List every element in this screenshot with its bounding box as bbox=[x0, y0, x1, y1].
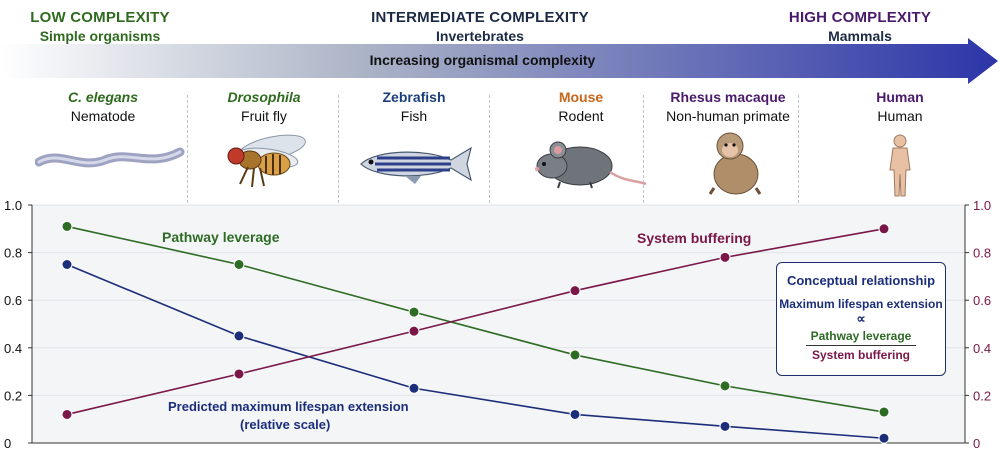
data-point-predicted-maximum-lifespan-extension bbox=[61, 259, 73, 270]
organism-human: Human Human bbox=[825, 88, 975, 126]
left-axis-ticks: 0 0.2 0.4 0.6 0.8 1.0 bbox=[4, 198, 32, 451]
column-separator bbox=[489, 95, 490, 203]
relationship-title: Conceptual relationship bbox=[786, 273, 936, 288]
left-tick-label: 0 bbox=[4, 436, 11, 451]
right-tick-label: 1.0 bbox=[973, 198, 991, 213]
organism-common-name: Fish bbox=[400, 107, 428, 124]
organism-common-name: Non-human primate bbox=[666, 107, 790, 124]
fish-icon bbox=[360, 146, 472, 184]
relationship-denominator: System buffering bbox=[811, 348, 910, 362]
left-tick-label: 0.8 bbox=[4, 246, 22, 261]
organism-common-name: Rodent bbox=[558, 107, 604, 124]
mid-complexity-header: INTERMEDIATE COMPLEXITY Invertebrates bbox=[360, 9, 600, 45]
column-separator bbox=[338, 95, 339, 203]
organism-name: Rhesus macaque bbox=[670, 89, 786, 105]
low-complexity-desc: Simple organisms bbox=[39, 27, 161, 44]
conceptual-relationship-box: Conceptual relationship Maximum lifespan… bbox=[776, 262, 946, 376]
data-point-pathway-leverage bbox=[878, 406, 890, 418]
series-line-pathway-leverage bbox=[66, 225, 885, 413]
arrow-label: Increasing organismal complexity bbox=[369, 52, 596, 68]
series-label-system-buffering: System buffering bbox=[637, 230, 751, 246]
left-tick-label: 0.6 bbox=[4, 293, 22, 308]
series-label-pathway-leverage: Pathway leverage bbox=[162, 229, 280, 245]
relationship-numerator: Pathway leverage bbox=[806, 329, 916, 346]
organism-common-name: Fruit fly bbox=[241, 107, 287, 124]
high-complexity-desc: Mammals bbox=[828, 27, 892, 44]
right-tick-label: 0.4 bbox=[973, 341, 991, 356]
right-axis-ticks: 0 0.2 0.4 0.6 0.8 1.0 bbox=[965, 198, 991, 451]
organism-rhesus-macaque: Rhesus macaque Non-human primate bbox=[653, 88, 803, 126]
fly-icon bbox=[227, 134, 306, 188]
right-tick-label: 0.8 bbox=[973, 246, 991, 261]
organism-common-name: Nematode bbox=[70, 107, 136, 124]
right-tick-label: 0 bbox=[973, 436, 980, 451]
data-point-system-buffering bbox=[719, 251, 731, 263]
series-line-system-buffering bbox=[66, 228, 885, 416]
organism-mouse: Mouse Rodent bbox=[506, 88, 656, 126]
mouse-icon bbox=[534, 141, 647, 189]
column-separator bbox=[187, 95, 188, 203]
mid-complexity-label: INTERMEDIATE COMPLEXITY bbox=[371, 9, 589, 26]
organism-c-elegans: C. elegans Nematode bbox=[28, 88, 178, 126]
data-point-system-buffering bbox=[569, 285, 581, 297]
data-point-pathway-leverage bbox=[61, 220, 73, 232]
series-line-predicted-maximum-lifespan-extension bbox=[66, 263, 885, 440]
complexity-arrow bbox=[0, 38, 998, 84]
left-tick-label: 0.2 bbox=[4, 388, 22, 403]
right-tick-label: 0.6 bbox=[973, 293, 991, 308]
left-tick-label: 0.4 bbox=[4, 341, 22, 356]
data-point-predicted-maximum-lifespan-extension bbox=[233, 330, 245, 342]
monkey-icon bbox=[708, 132, 762, 195]
data-point-pathway-leverage bbox=[569, 349, 581, 361]
organism-name: C. elegans bbox=[67, 89, 139, 105]
high-complexity-header: HIGH COMPLEXITY Mammals bbox=[780, 9, 940, 45]
data-point-pathway-leverage bbox=[233, 259, 245, 270]
organism-name: Zebrafish bbox=[382, 89, 446, 105]
organism-zebrafish: Zebrafish Fish bbox=[339, 88, 489, 126]
high-complexity-label: HIGH COMPLEXITY bbox=[788, 9, 932, 26]
data-point-system-buffering bbox=[233, 368, 245, 380]
series-label-relative-scale: (relative scale) bbox=[240, 417, 330, 432]
low-complexity-label: LOW COMPLEXITY bbox=[30, 9, 170, 26]
mid-complexity-desc: Invertebrates bbox=[436, 27, 524, 44]
data-point-predicted-maximum-lifespan-extension bbox=[569, 408, 581, 420]
organism-common-name: Human bbox=[877, 107, 923, 124]
data-point-predicted-maximum-lifespan-extension bbox=[408, 382, 420, 394]
proportional-symbol: ∝ bbox=[856, 311, 866, 326]
human-icon bbox=[889, 134, 911, 197]
series-label-predicted-lifespan: Predicted maximum lifespan extension bbox=[168, 399, 409, 414]
series-group bbox=[61, 220, 890, 444]
data-point-system-buffering bbox=[878, 223, 890, 235]
column-separator bbox=[643, 95, 644, 203]
organism-name: Mouse bbox=[558, 89, 604, 105]
data-point-system-buffering bbox=[61, 408, 73, 420]
organism-name: Drosophila bbox=[227, 89, 301, 105]
data-point-pathway-leverage bbox=[408, 306, 420, 318]
data-point-system-buffering bbox=[408, 325, 420, 337]
organism-drosophila: Drosophila Fruit fly bbox=[189, 88, 339, 126]
relationship-line1: Maximum lifespan extension bbox=[779, 297, 943, 311]
worm-icon bbox=[35, 147, 185, 168]
column-separator bbox=[798, 95, 799, 203]
data-point-predicted-maximum-lifespan-extension bbox=[878, 432, 890, 444]
organism-name: Human bbox=[876, 89, 924, 105]
left-tick-label: 1.0 bbox=[4, 198, 22, 213]
data-point-predicted-maximum-lifespan-extension bbox=[719, 420, 731, 432]
right-tick-label: 0.2 bbox=[973, 388, 991, 403]
low-complexity-header: LOW COMPLEXITY Simple organisms bbox=[10, 9, 190, 45]
data-point-pathway-leverage bbox=[719, 380, 731, 392]
